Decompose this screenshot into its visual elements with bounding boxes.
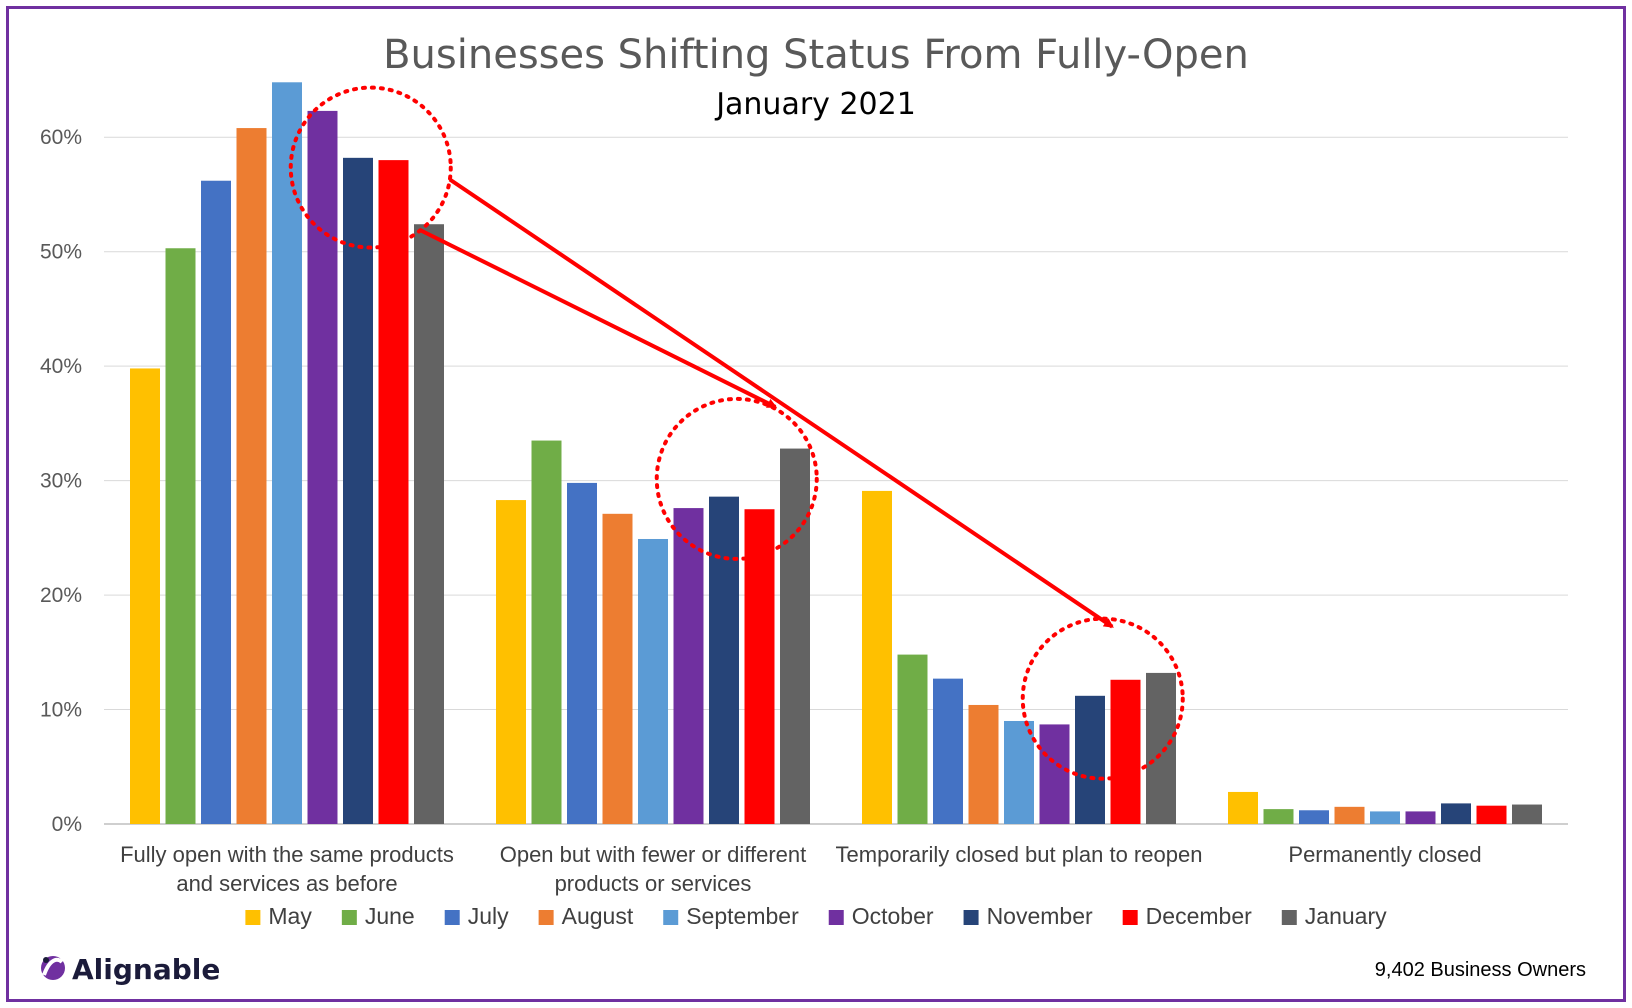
category-label: Open but with fewer or different	[500, 842, 807, 867]
bar-june-1	[531, 440, 562, 824]
bar-july-0	[201, 180, 231, 825]
y-tick-label: 20%	[40, 584, 82, 607]
bar-january-3	[1512, 804, 1542, 824]
legend-swatch-september	[663, 910, 679, 925]
chart-title: Businesses Shifting Status From Fully-Op…	[383, 32, 1249, 78]
legend-label-may: May	[268, 903, 312, 929]
legend-swatch-june	[341, 910, 357, 925]
category-label: Temporarily closed but plan to reopen	[836, 842, 1203, 867]
legend-swatch-may	[245, 910, 261, 925]
bar-october-3	[1405, 811, 1436, 824]
alignable-logo-icon	[41, 956, 65, 980]
legend-label-october: October	[852, 903, 934, 929]
bar-august-0	[236, 128, 267, 824]
legend-label-august: August	[562, 903, 634, 929]
bar-november-3	[1441, 803, 1471, 824]
bar-may-1	[496, 500, 526, 824]
legend-swatch-october	[828, 910, 844, 925]
legend-swatch-july	[444, 910, 460, 925]
legend-label-november: November	[987, 903, 1093, 929]
y-tick-label: 50%	[40, 241, 82, 264]
y-tick-label: 40%	[40, 355, 82, 378]
legend-label-september: September	[686, 903, 799, 929]
bar-may-0	[130, 368, 160, 824]
bar-september-1	[638, 538, 668, 824]
highlight-circle-1	[654, 396, 819, 561]
highlight-circle-0	[288, 85, 453, 250]
sample-size-note: 9,402 Business Owners	[1375, 959, 1586, 981]
bar-august-1	[602, 513, 633, 824]
y-tick-label: 10%	[40, 699, 82, 722]
legend-swatch-august	[538, 910, 554, 925]
bar-january-1	[780, 448, 810, 824]
trend-arrow	[419, 228, 778, 409]
bars	[130, 82, 1542, 825]
bar-july-1	[567, 482, 597, 824]
chart-subtitle: January 2021	[714, 87, 916, 122]
brand-name: Alignable	[72, 953, 220, 986]
brand-logo: Alignable	[41, 953, 220, 986]
legend-label-june: June	[365, 903, 415, 929]
legend-label-july: July	[468, 903, 509, 929]
bar-december-3	[1476, 805, 1507, 824]
category-label: Fully open with the same products	[120, 842, 454, 867]
bar-july-3	[1299, 810, 1329, 824]
bar-november-1	[709, 496, 739, 824]
legend-swatch-december	[1122, 910, 1138, 925]
y-tick-label: 0%	[52, 813, 82, 836]
bar-december-0	[378, 160, 409, 825]
category-label: and services as before	[176, 871, 397, 896]
y-axis-ticks: 0% 10% 20% 30% 40% 50% 60%	[40, 126, 82, 836]
annotations	[288, 85, 1185, 781]
bar-june-3	[1263, 809, 1294, 824]
bar-january-0	[414, 224, 444, 824]
bar-september-0	[272, 82, 302, 824]
bar-june-0	[165, 248, 196, 824]
legend: May June July August September October Novembe…	[245, 903, 1387, 929]
y-tick-label: 60%	[40, 126, 82, 149]
category-label: products or services	[555, 871, 752, 896]
bar-may-2	[862, 490, 892, 824]
bar-september-3	[1370, 811, 1400, 824]
y-tick-label: 30%	[40, 470, 82, 493]
bar-october-1	[673, 508, 704, 824]
bar-november-0	[343, 157, 373, 824]
category-label: Permanently closed	[1288, 842, 1481, 867]
category-labels: Fully open with the same products and ser…	[120, 842, 1482, 896]
bar-december-2	[1110, 679, 1141, 824]
bar-august-2	[968, 704, 999, 824]
legend-label-january: January	[1305, 903, 1387, 929]
bar-january-2	[1146, 672, 1176, 824]
legend-swatch-january	[1281, 910, 1297, 925]
bar-august-3	[1334, 806, 1365, 824]
bar-may-3	[1228, 791, 1258, 824]
bar-june-2	[897, 654, 928, 824]
bar-october-0	[307, 110, 338, 825]
bar-october-2	[1039, 724, 1070, 824]
bar-november-2	[1075, 695, 1105, 824]
bar-september-2	[1004, 720, 1034, 824]
trend-arrow	[448, 177, 1114, 629]
legend-swatch-november	[963, 910, 979, 925]
legend-label-december: December	[1146, 903, 1252, 929]
bar-july-2	[933, 678, 963, 824]
bar-december-1	[744, 509, 775, 824]
